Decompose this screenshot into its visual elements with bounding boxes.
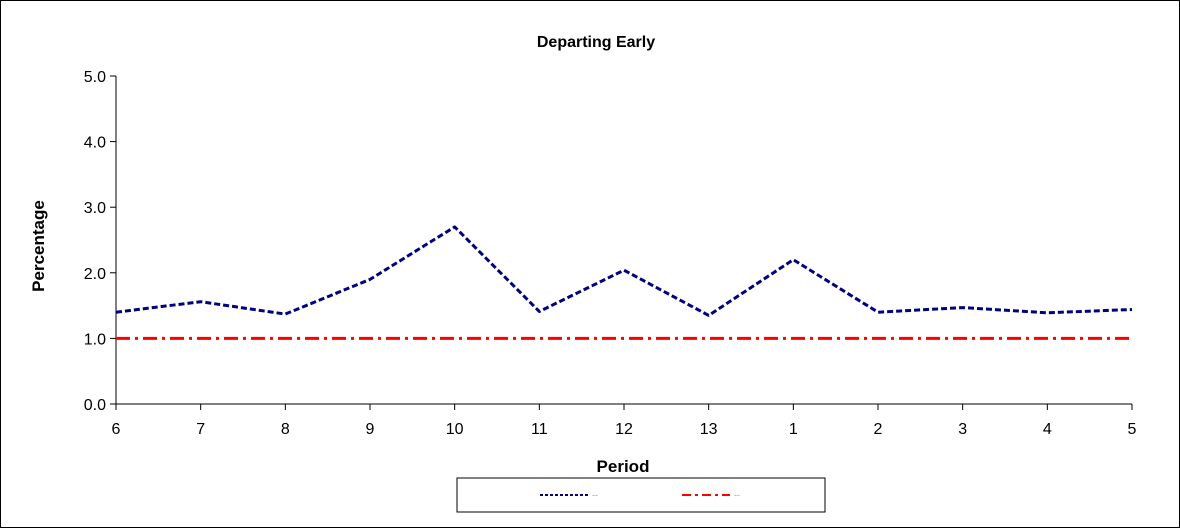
- x-tick-label: 5: [1128, 421, 1137, 438]
- series-layer: [115, 225, 1133, 340]
- x-axis: 6 7 8 9 10 11 12 13 1 2 3 4 5: [112, 403, 1137, 438]
- legend: -- --: [456, 477, 826, 513]
- y-tick-label: 0.0: [84, 397, 106, 414]
- chart-title: Departing Early: [537, 34, 655, 51]
- y-axis-title: Percentage: [29, 200, 48, 292]
- y-tick-label: 5.0: [84, 69, 106, 86]
- x-axis-title: Period: [597, 457, 650, 476]
- x-tick-label: 8: [281, 421, 290, 438]
- x-tick-label: 6: [112, 421, 121, 438]
- x-tick-label: 11: [531, 421, 548, 438]
- y-tick-label: 3.0: [84, 200, 106, 217]
- x-tick-label: 10: [446, 421, 464, 438]
- x-tick-label: 4: [1043, 421, 1052, 438]
- x-tick-label: 1: [789, 421, 798, 438]
- series-line-1: [115, 225, 1133, 317]
- x-tick-label: 7: [196, 421, 205, 438]
- y-axis: 0.0 1.0 2.0 3.0 4.0 5.0: [84, 69, 117, 414]
- y-tick-label: 4.0: [84, 135, 106, 152]
- legend-label-1: --: [592, 490, 598, 500]
- x-tick-label: 2: [874, 421, 883, 438]
- x-tick-label: 3: [958, 421, 967, 438]
- x-tick-label: 13: [700, 421, 718, 438]
- x-tick-label: 9: [366, 421, 375, 438]
- y-tick-label: 1.0: [84, 331, 106, 348]
- y-tick-label: 2.0: [84, 266, 106, 283]
- legend-label-2: --: [734, 490, 740, 500]
- x-tick-label: 12: [615, 421, 633, 438]
- legend-box: [456, 477, 826, 513]
